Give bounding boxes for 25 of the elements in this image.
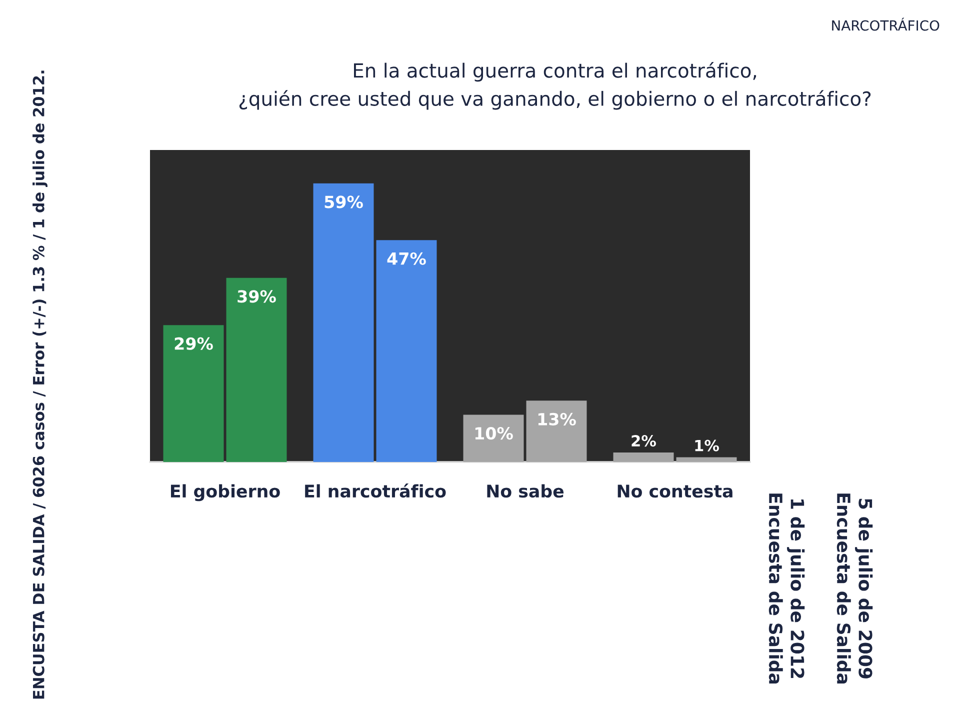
data-label: 2%	[632, 435, 656, 447]
bar	[526, 400, 587, 462]
bar	[613, 452, 674, 462]
x-tick-label: El narcotráfico	[305, 484, 446, 498]
x-tick-label: No sabe	[487, 484, 564, 498]
bar	[313, 183, 374, 462]
data-label: 29%	[174, 337, 213, 350]
data-label: 1%	[695, 440, 719, 452]
bar	[463, 414, 524, 462]
bar	[226, 278, 287, 462]
data-label: 13%	[538, 412, 576, 426]
data-label: 10%	[475, 427, 513, 440]
text: ENCUESTA DE SALIDA / 6026 casos / Error (+/-) 1.3 % / 1 de julio de 2012.	[32, 70, 48, 699]
data-label: 39%	[238, 290, 276, 303]
bar	[163, 325, 224, 462]
data-label: 47%	[387, 252, 426, 265]
data-label: 59%	[324, 196, 363, 208]
bar	[676, 457, 737, 462]
text: 1 de julio de 2012 Encuesta de Salida	[768, 494, 805, 684]
chart-title: En la actual guerra contra el narcotráfico, ¿quién cree usted que va ganando, el gobierno o el narcotráfico?	[239, 62, 871, 110]
text: NARCOTRÁFICO	[832, 18, 940, 31]
x-tick-label: No contesta	[618, 484, 732, 498]
x-tick-label: El gobierno	[170, 484, 280, 502]
bar	[376, 240, 437, 462]
text: 5 de julio de 2009 Encuesta de Salida	[836, 494, 873, 684]
